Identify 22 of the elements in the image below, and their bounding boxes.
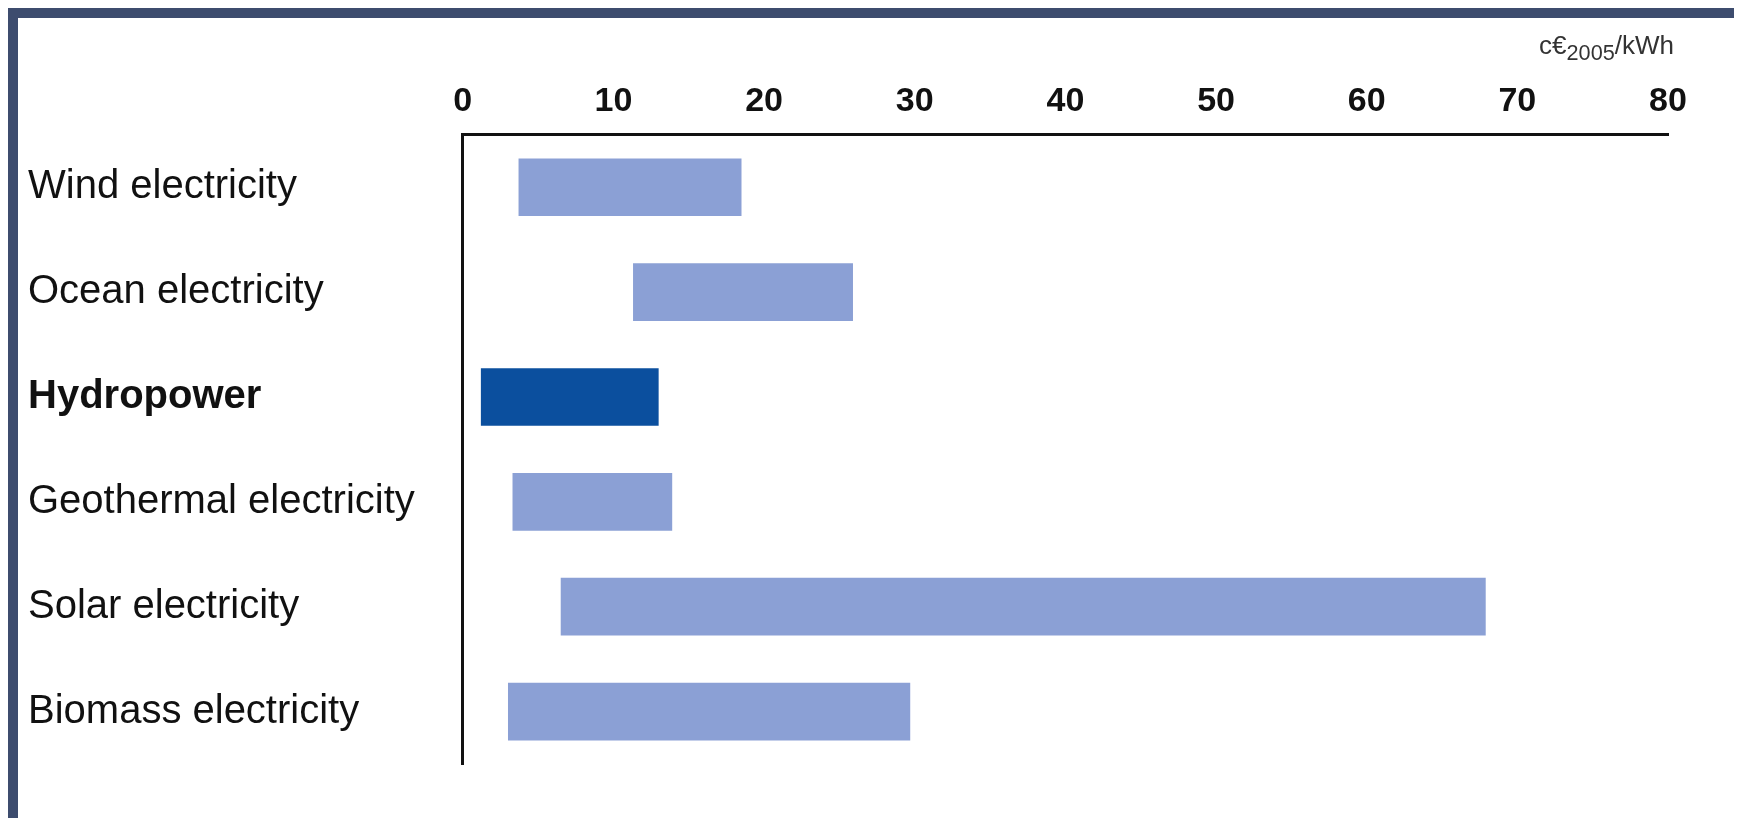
x-axis-title: c€$_{2005}$/kWh — [1539, 30, 1674, 67]
y-tick-label: Solar electricity — [28, 581, 300, 626]
x-tick-label: 10 — [594, 79, 633, 118]
bar — [512, 473, 673, 531]
bar — [507, 682, 911, 741]
bar — [633, 263, 853, 321]
y-tick-label: Hydropower — [28, 372, 262, 416]
x-tick-label: 80 — [1649, 79, 1687, 118]
x-tick-label: 0 — [453, 79, 473, 118]
bar — [480, 368, 659, 426]
x-tick-label: 40 — [1046, 79, 1085, 118]
y-tick-label: Geothermal electricity — [28, 476, 415, 521]
y-tick-label: Wind electricity — [28, 162, 297, 207]
x-tick-label: 60 — [1347, 79, 1386, 118]
x-tick-label: 70 — [1498, 79, 1537, 118]
x-tick-label: 50 — [1197, 79, 1235, 118]
x-tick-label: 30 — [895, 79, 934, 118]
bar — [560, 577, 1486, 636]
y-tick-label: Ocean electricity — [28, 267, 324, 312]
bar — [518, 158, 742, 217]
x-tick-label: 20 — [745, 79, 784, 118]
y-tick-label: Biomass electricity — [28, 686, 360, 731]
